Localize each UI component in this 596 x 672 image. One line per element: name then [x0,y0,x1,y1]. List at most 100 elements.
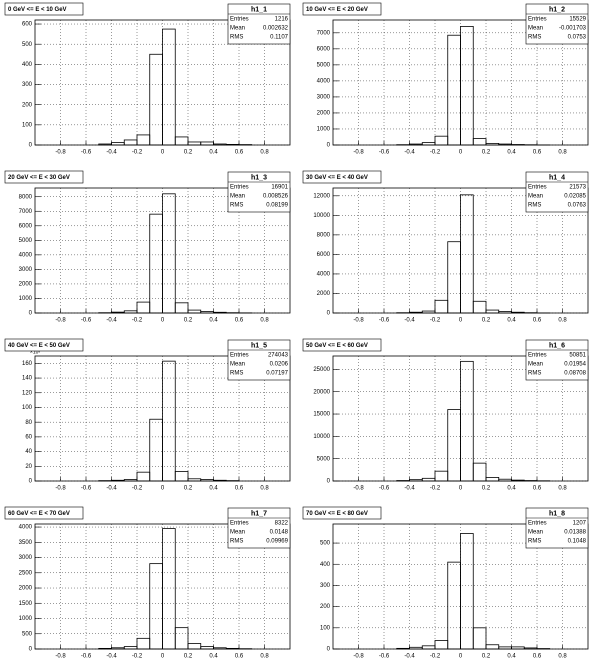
bin [472,627,487,650]
x-tick-label: -0.6 [81,654,92,660]
x-tick-label: 0.8 [260,654,269,660]
x-tick-label: 0.8 [558,486,567,492]
x-tick-label: -0.4 [404,654,415,660]
stats-label: RMS [528,539,541,545]
stats-label: Mean [230,362,245,368]
stats-value: 0.08708 [564,371,586,377]
y-tick-label: 10000 [313,213,330,219]
x-tick-label: 0.6 [235,150,244,156]
bin [511,311,525,314]
x-tick-label: -0.2 [430,150,441,156]
y-tick-label: 20 [25,464,32,470]
x-tick-label: 0.8 [260,150,269,156]
x-tick-label: -0.8 [353,318,364,324]
x-tick-label: 0.6 [235,318,244,324]
stats-label: Entries [528,185,547,191]
x-tick-label: -0.8 [55,150,66,156]
x-tick-label: 0 [459,150,463,156]
y-tick-label: 200 [320,604,331,610]
stats-box [525,3,589,45]
stats-value: 21573 [569,185,586,191]
y-tick-label: 1500 [19,601,33,607]
stats-label: Mean [528,530,543,536]
x-tick-label: 0.4 [507,318,516,324]
y-tick-label: 0 [327,647,331,653]
stats-label: Entries [230,17,249,23]
bin [111,479,125,482]
bin [162,528,176,650]
stats-label: Mean [528,194,543,200]
bin [174,136,189,146]
x-tick-label: -0.8 [353,150,364,156]
stats-box [227,507,291,549]
stats-label: Mean [230,530,245,536]
x-tick-label: 0.2 [184,318,193,324]
stats-value: 0.07197 [266,371,288,377]
bin [460,26,474,146]
title-box [302,170,382,184]
y-tick-label: 0 [29,143,33,149]
y-tick-label: 2500 [19,570,33,576]
stats-box [525,339,589,381]
stats-value: 1216 [275,17,289,23]
y-tick-label: 25000 [313,367,330,373]
stats-value: 0.01954 [564,362,586,368]
stats-box [227,3,291,45]
y-tick-label: 8000 [317,232,331,238]
x-tick-label: -0.8 [55,486,66,492]
x-tick-label: 0.6 [533,486,542,492]
y-tick-label: 140 [22,376,33,382]
x-tick-label: 0 [459,318,463,324]
x-tick-label: -0.6 [379,150,390,156]
stats-box [525,171,589,213]
y-tick-label: 0 [327,143,331,149]
stats-value: 0.0148 [270,530,289,536]
x-tick-label: -0.4 [106,486,117,492]
x-tick-label: 0.4 [209,654,218,660]
x-tick-label: -0.6 [379,318,390,324]
y-tick-label: 120 [22,390,33,396]
chart-title: 40 GeV <= E < 50 GeV [8,343,70,349]
y-tick-label: 3000 [19,267,33,273]
stats-label: Mean [528,362,543,368]
x-tick-label: -0.2 [430,654,441,660]
x-tick-label: 0.4 [209,150,218,156]
x-tick-label: 0.2 [184,654,193,660]
y-tick-label: 60 [25,434,32,440]
stats-label: Mean [230,194,245,200]
x-tick-label: -0.4 [106,150,117,156]
x-tick-label: -0.4 [106,318,117,324]
chart-title: 0 GeV <= E < 10 GeV [8,7,67,13]
bin [174,302,189,314]
x-tick-label: -0.2 [132,486,143,492]
stats-value: -0.001703 [559,26,587,32]
y-tick-label: 500 [22,631,33,637]
y-tick-label: 2000 [317,291,331,297]
stats-box [227,339,291,381]
y-tick-label: 5000 [317,456,331,462]
x-tick-label: 0.8 [558,150,567,156]
bin [225,647,240,650]
stats-name: h1_2 [549,6,565,13]
stats-value: 0.0763 [568,203,587,209]
bin [162,28,176,146]
y-tick-label: 300 [22,82,33,88]
x-tick-label: -0.6 [81,318,92,324]
x-tick-label: 0 [161,318,165,324]
stats-label: RMS [230,35,243,41]
x-tick-label: 0.4 [209,486,218,492]
x-tick-label: -0.8 [353,486,364,492]
y-tick-label: 4000 [19,525,33,531]
y-tick-label: 2000 [317,111,331,117]
bin [200,141,214,146]
stats-value: 16901 [271,185,288,191]
stats-value: 0.0753 [568,35,587,41]
title-box [4,2,84,16]
stats-label: Entries [230,521,249,527]
x-tick-label: -0.8 [353,654,364,660]
stats-label: Entries [528,353,547,359]
x-tick-label: 0.2 [184,150,193,156]
title-box [302,2,382,16]
chart-title: 70 GeV <= E < 80 GeV [306,511,368,517]
stats-value: 0.0206 [270,362,289,368]
